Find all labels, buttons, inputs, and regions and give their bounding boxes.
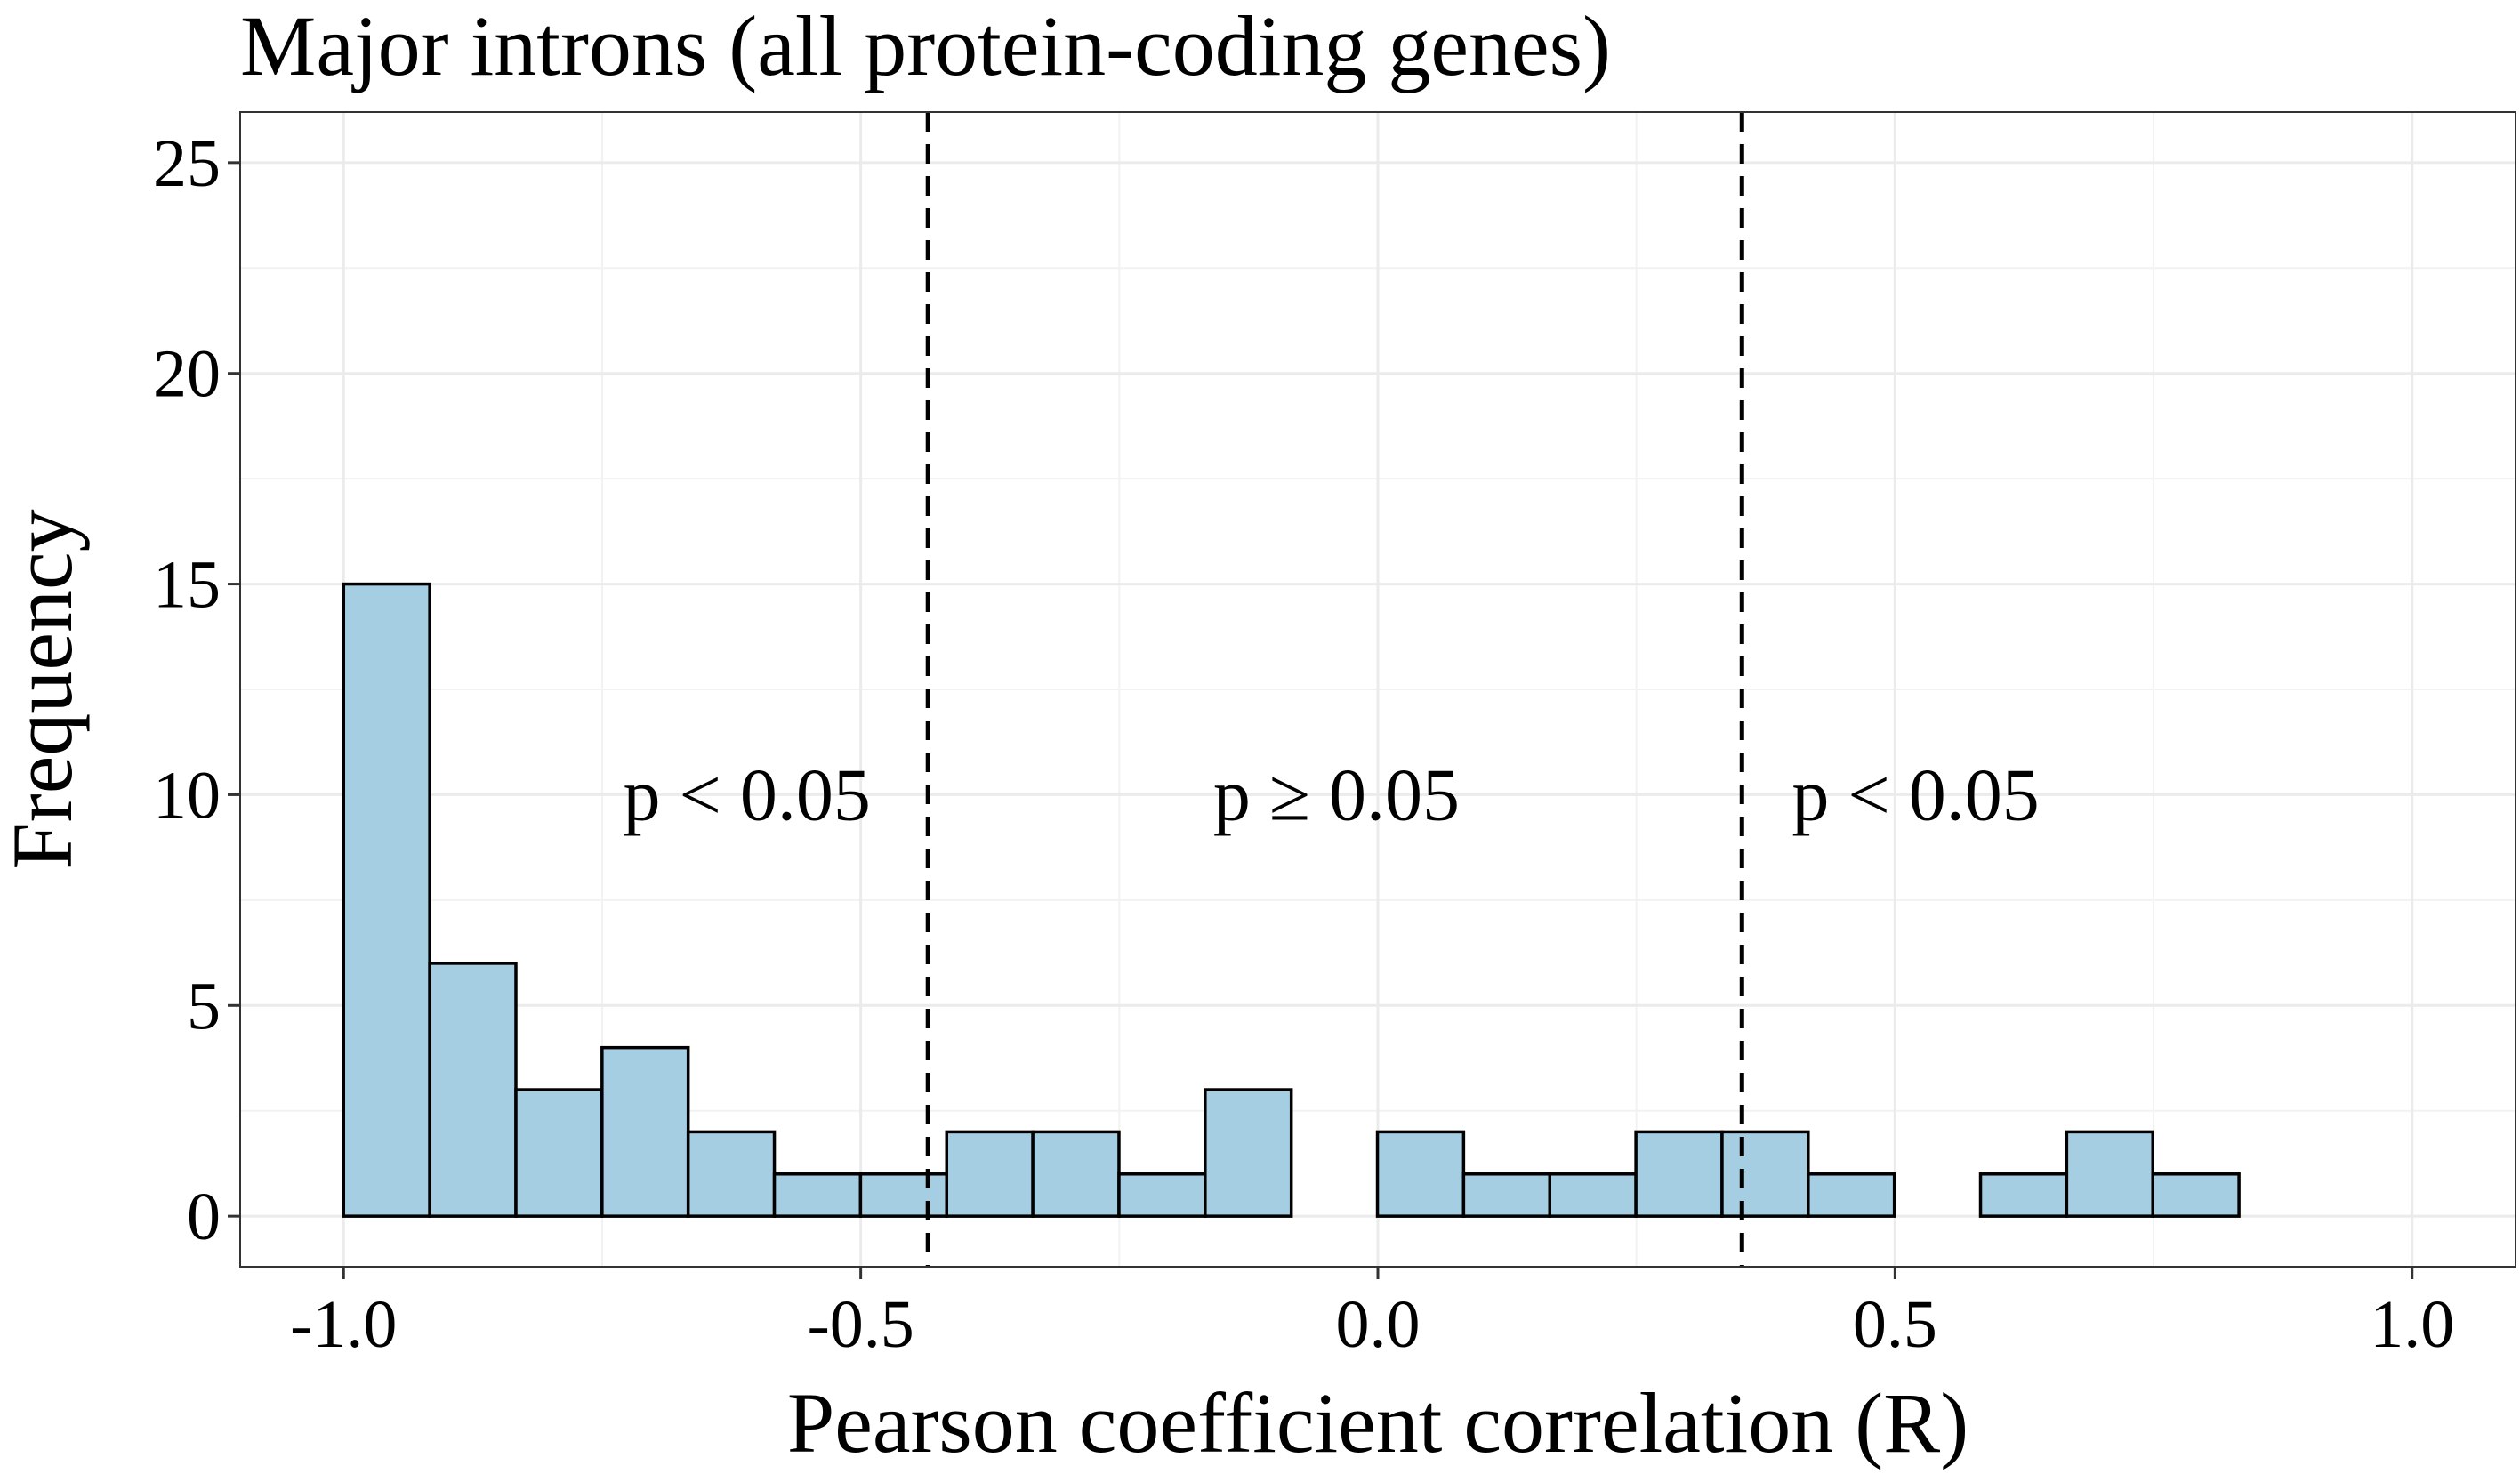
- histogram-bar: [1031, 1130, 1121, 1218]
- histogram-bar: [1375, 1130, 1466, 1218]
- histogram-bar: [1807, 1172, 1896, 1218]
- histogram-bar: [945, 1130, 1035, 1218]
- y-tick-label: 25: [153, 126, 221, 201]
- y-axis: 0 5 10 15 20 25: [153, 126, 240, 1254]
- x-tick-label: -1.0: [290, 1287, 397, 1362]
- histogram-bar: [514, 1088, 604, 1218]
- x-axis-title: Pearson coefficient correlation (R): [787, 1375, 1968, 1470]
- histogram-bar: [772, 1172, 863, 1218]
- significance-annotation: p < 0.05: [1791, 753, 2039, 836]
- significance-annotation: p ≥ 0.05: [1213, 753, 1460, 836]
- histogram-bar: [428, 962, 518, 1218]
- x-tick-label: 0.0: [1336, 1287, 1421, 1362]
- y-tick-label: 0: [187, 1180, 221, 1254]
- histogram-bar: [2151, 1172, 2241, 1218]
- histogram-bars: [342, 582, 2241, 1218]
- histogram-bar: [858, 1172, 949, 1218]
- reference-lines: [925, 112, 1744, 1267]
- histogram-bar: [1978, 1172, 2069, 1218]
- x-tick-label: 1.0: [2370, 1287, 2454, 1362]
- x-tick-label: 0.5: [1853, 1287, 1937, 1362]
- histogram-bar: [1204, 1088, 1293, 1218]
- histogram-bar: [600, 1045, 690, 1218]
- y-tick-label: 20: [153, 337, 221, 412]
- x-tick-label: -0.5: [807, 1287, 914, 1362]
- significance-annotation: p < 0.05: [624, 753, 871, 836]
- y-tick-label: 5: [187, 969, 221, 1043]
- histogram-bar: [2065, 1130, 2154, 1218]
- x-axis: -1.0 -0.5 0.0 0.5 1.0: [290, 1267, 2454, 1362]
- chart-title: Major introns (all protein-coding genes): [240, 0, 1611, 93]
- histogram-bar: [1117, 1172, 1207, 1218]
- histogram-bar: [1634, 1130, 1724, 1218]
- histogram-bar: [1461, 1172, 1551, 1218]
- histogram-bar: [1720, 1130, 1810, 1218]
- histogram-bar: [342, 582, 431, 1218]
- y-tick-label: 10: [153, 758, 221, 833]
- histogram-bar: [1548, 1172, 1638, 1218]
- y-tick-label: 15: [153, 548, 221, 623]
- annotations: p < 0.05 p ≥ 0.05 p < 0.05: [624, 753, 2040, 836]
- histogram-bar: [686, 1130, 777, 1218]
- y-axis-title: Frequency: [0, 509, 90, 869]
